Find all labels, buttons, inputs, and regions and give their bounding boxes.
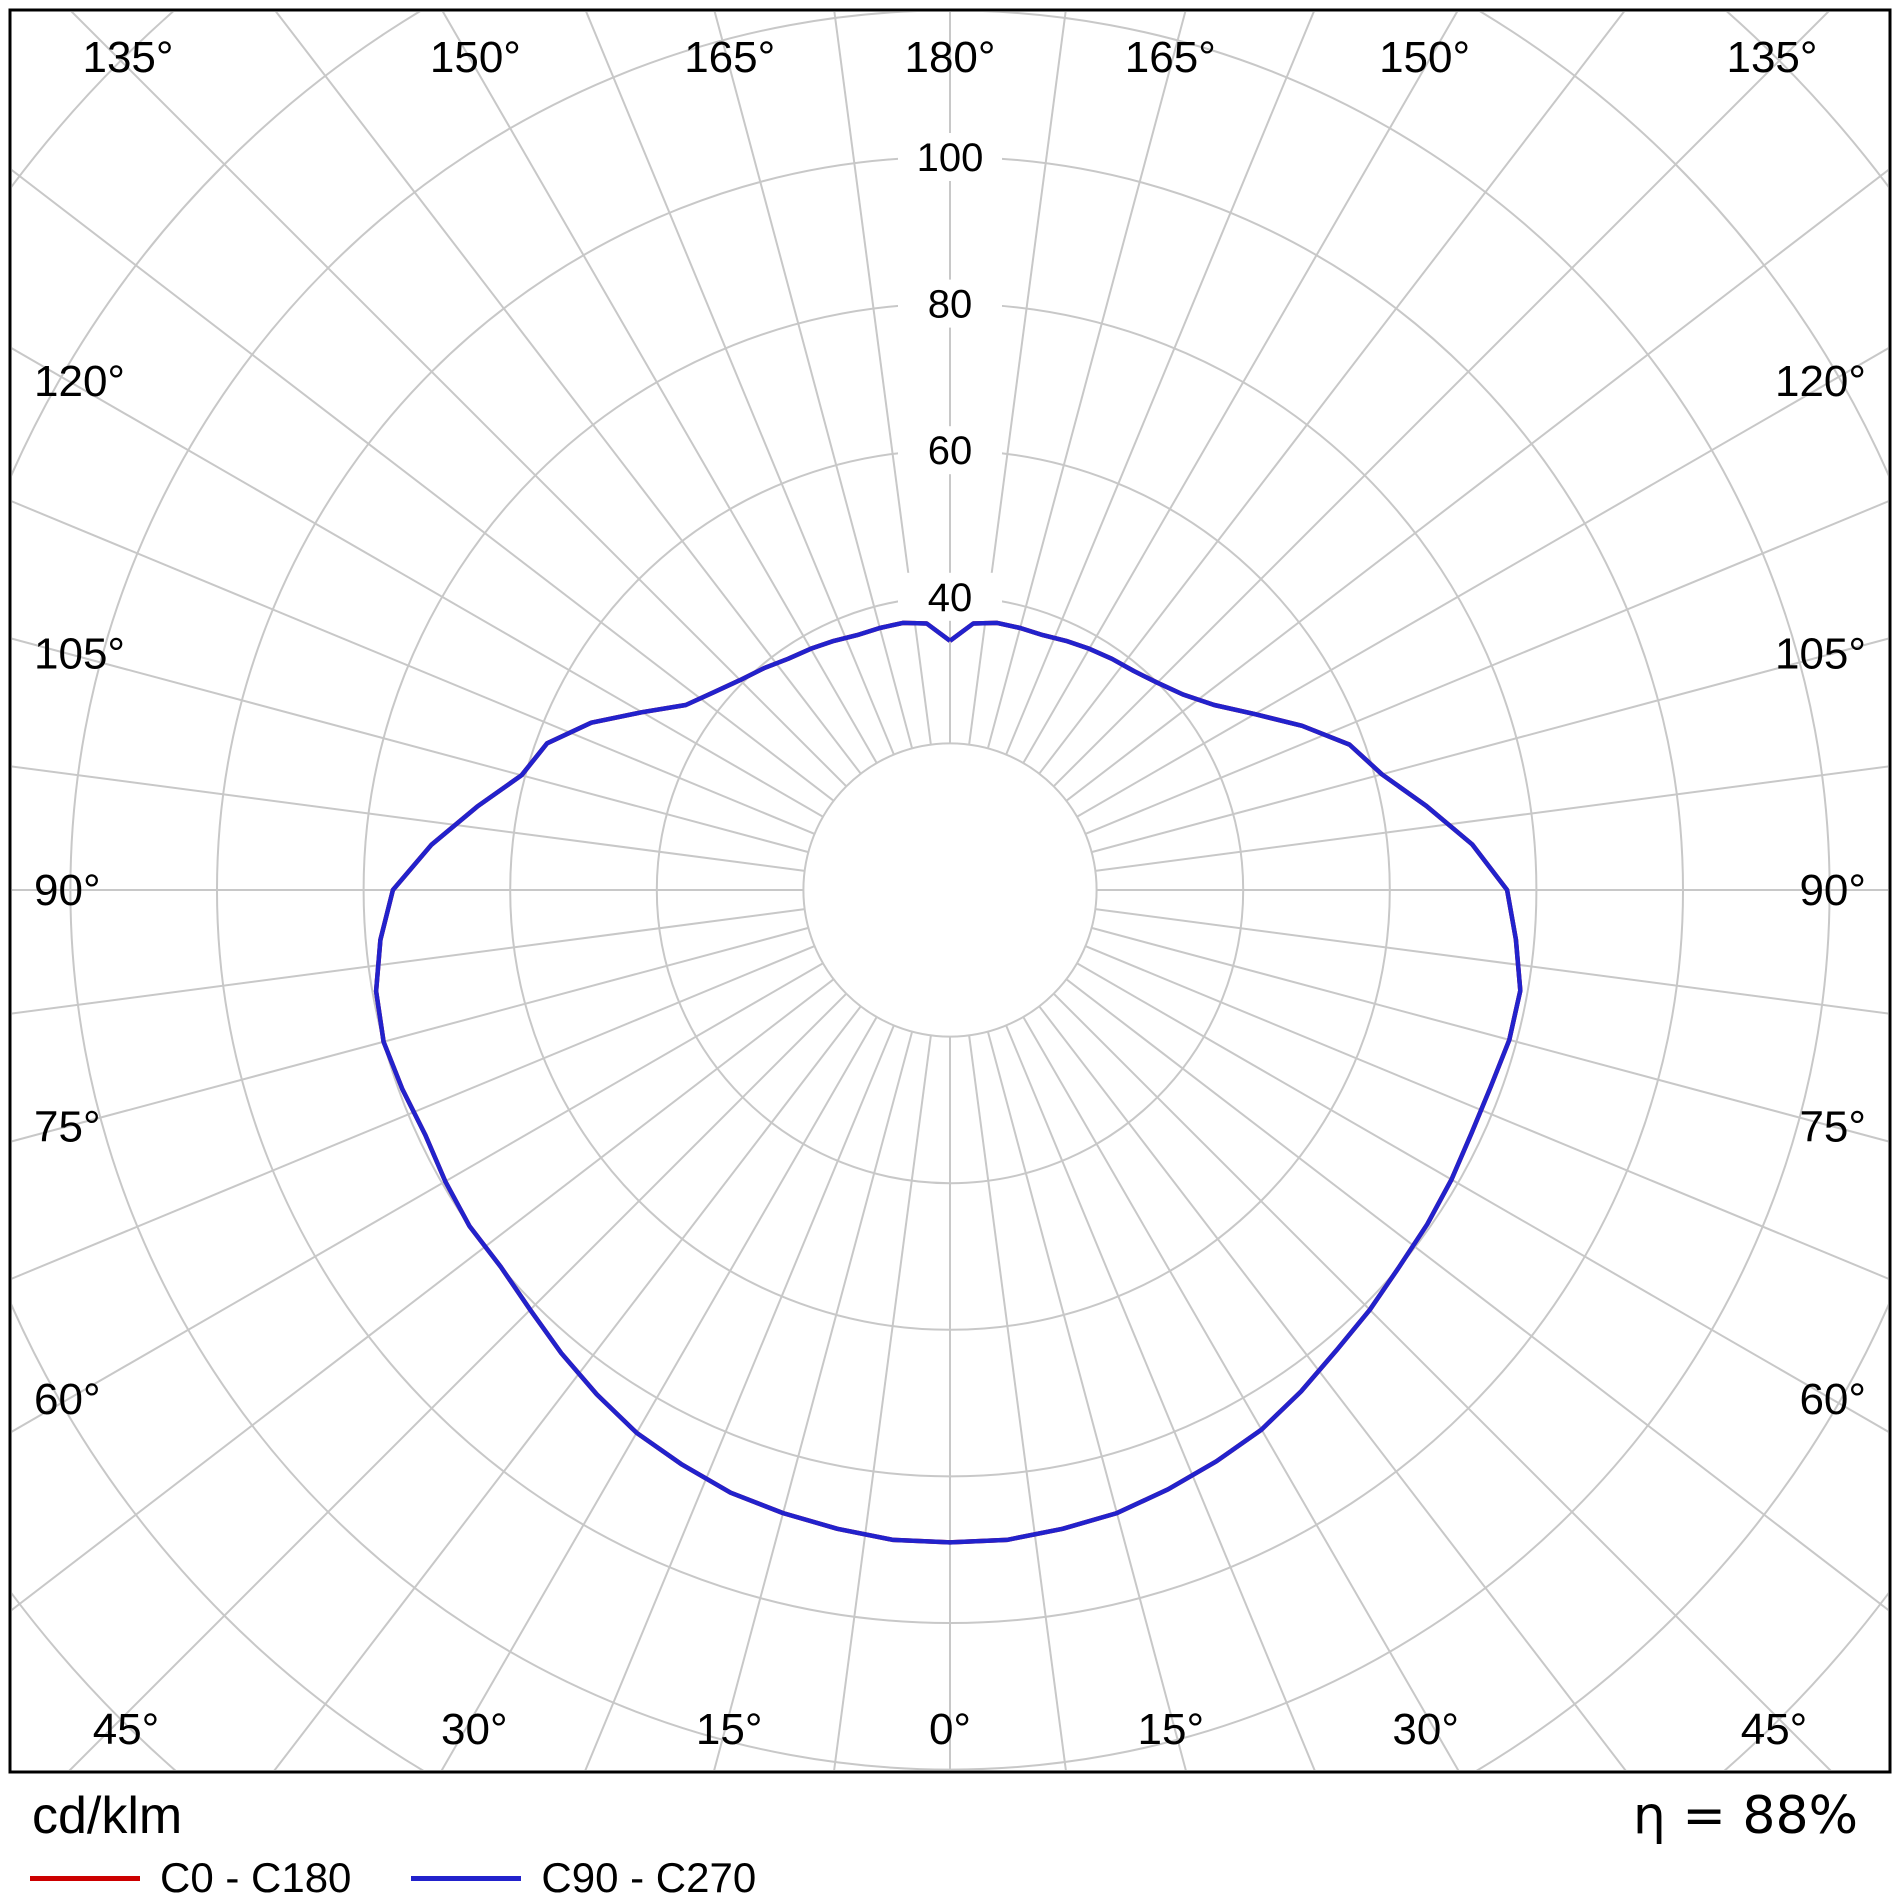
grid-spoke [713,12,914,749]
ring-label: 100 [917,136,984,180]
angle-label: 30° [1392,1705,1459,1754]
units-label: cd/klm [32,1787,183,1845]
grid-spoke [273,1005,862,1770]
grid-spoke [1005,12,1315,755]
curve-c90-c270 [373,620,1523,1545]
grid-spoke [12,962,824,1433]
angle-label: 90° [34,866,101,915]
grid-spoke [833,1035,932,1770]
grid-spoke [1052,12,1830,788]
grid-spoke [1022,12,1459,764]
efficiency-label: η = 88% [1632,1786,1858,1846]
grid-spoke [12,347,824,818]
legend-item-c90-c270: C90 - C270 [411,1854,756,1900]
grid-spoke [1076,962,1888,1433]
angle-label: 150° [1379,33,1470,82]
chart-frame [8,8,1892,1774]
curve-c0-c180 [373,620,1523,1545]
angle-label: 165° [1125,33,1216,82]
ring-label-bg [898,133,1002,181]
angle-label: 180° [904,33,995,82]
angle-label: 60° [34,1375,101,1424]
angle-label: 120° [34,357,125,406]
grid-spoke [584,1025,895,1770]
angle-label: 60° [1799,1375,1866,1424]
grid-spoke [12,908,805,1015]
grid-spoke [986,1031,1187,1770]
grid-spoke [275,12,862,775]
grid-spoke [440,1016,878,1770]
grid-spoke [1038,1005,1627,1770]
ring-label-bg [898,572,1002,621]
grid-spoke [585,12,895,755]
angle-label: 0° [929,1705,971,1754]
grid-spoke [1085,945,1888,1280]
grid-spoke [1065,978,1888,1611]
legend-label-c0-c180: C0 - C180 [160,1854,352,1900]
grid-spoke [12,945,815,1280]
legend: C0 - C180 C90 - C270 [30,1854,756,1900]
grid-spoke [1095,908,1888,1015]
angle-label: 90° [1799,866,1866,915]
angle-label: 150° [430,33,521,82]
angle-label: 165° [684,33,775,82]
grid-spoke [986,12,1187,749]
angle-label: 45° [93,1705,160,1754]
angle-label: 120° [1775,357,1866,406]
grid-spoke [12,978,835,1611]
grid-spoke [1005,1025,1316,1770]
grid-spoke [1076,347,1888,818]
grid-spoke [12,500,815,835]
ring-label-bg [898,279,1002,328]
grid-spoke [1091,637,1888,854]
legend-line-c0-c180-icon [30,1875,140,1881]
angle-label: 135° [82,33,173,82]
grid-spoke [12,926,809,1143]
angle-label: 15° [696,1705,763,1754]
angle-label: 135° [1726,33,1817,82]
grid-spoke [68,992,848,1770]
angle-label: 30° [441,1705,508,1754]
angle-label: 105° [1775,630,1866,679]
grid-spoke [441,12,878,764]
legend-item-c0-c180: C0 - C180 [30,1854,351,1900]
grid-spoke [12,765,805,872]
grid-spoke [968,12,1067,745]
grid-spoke [12,637,809,854]
legend-label-c90-c270: C90 - C270 [541,1854,757,1900]
angle-label: 75° [34,1102,101,1151]
ring-label: 80 [928,283,973,327]
grid-spoke [12,169,835,802]
grid-ring [802,742,1098,1038]
grid-spoke [1095,765,1888,872]
ring-label: 40 [928,576,973,620]
grid-spoke [1065,169,1888,802]
grid-spoke [833,12,932,745]
ring-label: 60 [928,429,973,473]
angle-label: 15° [1138,1705,1205,1754]
grid-spoke [70,12,848,788]
angle-label: 45° [1741,1705,1808,1754]
legend-line-c90-c270-icon [411,1875,522,1881]
grid-spoke [1085,500,1888,835]
grid-spoke [1038,12,1625,775]
angle-label: 75° [1799,1102,1866,1151]
grid-spoke [1022,1016,1460,1770]
grid-spoke [713,1031,914,1770]
ring-label-bg [898,426,1002,475]
grid-spoke [1052,992,1832,1770]
angle-label: 105° [34,630,125,679]
grid-spoke [1091,926,1888,1143]
grid-spoke [968,1035,1067,1770]
